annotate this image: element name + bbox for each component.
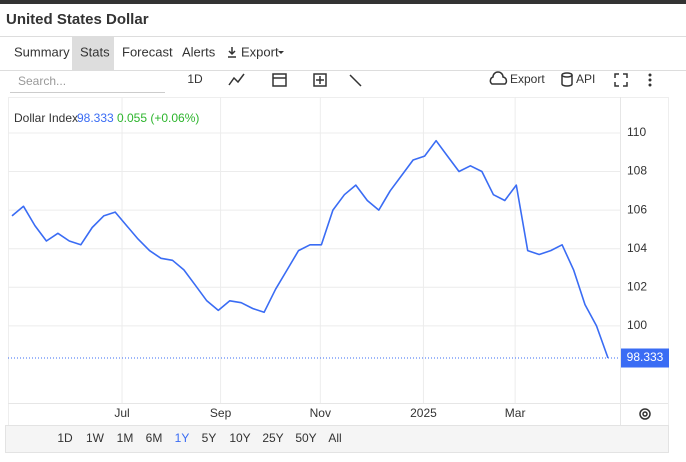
tab[interactable]: Stats [80, 44, 110, 59]
y-tick-label: 104 [627, 241, 647, 255]
legend-change: 0.055 (+0.06%) [117, 111, 199, 125]
y-tick-label: 100 [627, 318, 647, 332]
x-tick-label: 2025 [410, 406, 437, 420]
tab-bar: Summary Stats Forecast Alerts Export [14, 37, 284, 70]
range-button[interactable]: 1M [117, 431, 134, 445]
range-button[interactable]: 10Y [229, 431, 250, 445]
page-title: United States Dollar [6, 11, 149, 28]
export-icon[interactable] [489, 71, 508, 85]
export-button[interactable]: Export [510, 72, 545, 86]
interval-button[interactable]: 1D [187, 72, 203, 86]
x-tick-label: Nov [310, 406, 331, 420]
last-price-tag [621, 348, 669, 368]
price-line [11, 139, 609, 359]
api-button[interactable]: API [576, 72, 595, 86]
range-button[interactable]: All [328, 431, 341, 445]
fullscreen-icon[interactable] [614, 73, 628, 87]
x-tick-label: Jul [114, 406, 129, 420]
range-button[interactable]: 5Y [202, 431, 217, 445]
y-tick-label: 110 [627, 125, 646, 139]
range-button[interactable]: 25Y [262, 431, 283, 445]
range-button[interactable]: 6M [146, 431, 163, 445]
y-tick-label: 108 [627, 164, 647, 178]
plot: 100 102 104 106 108 110 Jul Sep Nov 2025 Mar 98.333 [8, 97, 669, 420]
search-input[interactable]: Search... [18, 74, 66, 88]
tab[interactable]: Summary [14, 44, 70, 59]
range-button[interactable]: 1Y [175, 431, 190, 445]
dropdown-caret [278, 51, 284, 54]
tab-active-bg [72, 37, 114, 70]
range-button[interactable]: 1D [57, 431, 73, 445]
legend-value: 98.333 [77, 111, 114, 125]
legend-name: Dollar Index [14, 111, 78, 125]
more-menu[interactable] [648, 73, 652, 87]
y-tick-label: 106 [627, 202, 647, 216]
tab[interactable]: Alerts [182, 44, 216, 59]
settings-icon[interactable] [639, 408, 651, 420]
calendar-icon[interactable] [272, 73, 287, 87]
tab[interactable]: Export [241, 44, 279, 59]
range-button[interactable]: 1W [86, 431, 105, 445]
tab[interactable]: Forecast [122, 44, 173, 59]
add-indicator-icon[interactable] [313, 73, 327, 87]
last-price-label: 98.333 [627, 350, 664, 364]
tools-icon[interactable] [349, 74, 362, 87]
y-tick-label: 102 [627, 279, 647, 293]
range-buttons: 1D 1W 1M 6M 1Y 5Y 10Y 25Y 50Y All [57, 431, 341, 445]
range-bar [5, 425, 669, 453]
top-bar [0, 0, 686, 4]
x-tick-label: Sep [210, 406, 232, 420]
api-icon[interactable] [561, 72, 573, 87]
range-button[interactable]: 50Y [295, 431, 316, 445]
download-icon [228, 47, 236, 58]
chart-type-icon[interactable] [228, 73, 245, 86]
x-tick-label: Mar [505, 406, 526, 420]
